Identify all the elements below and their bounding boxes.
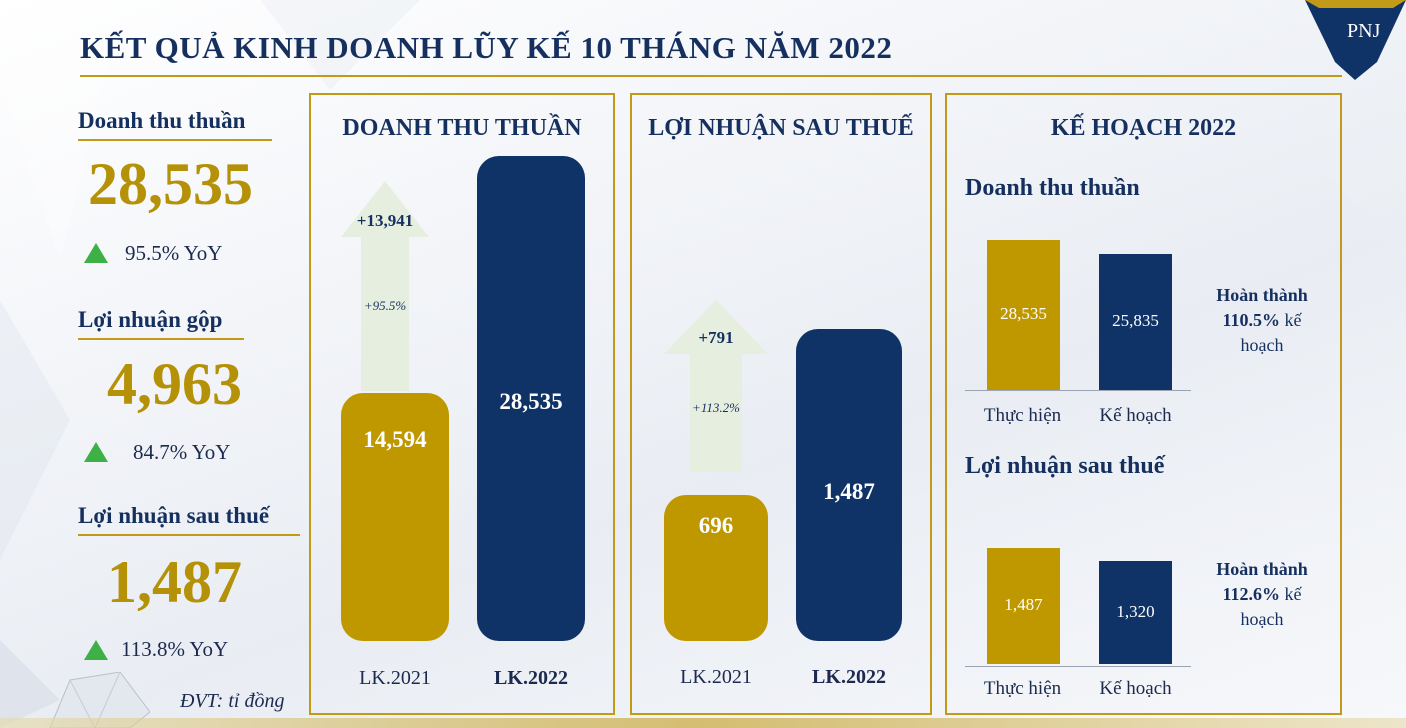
panel-net-profit: LỢI NHUẬN SAU THUẾ +791 +113.2% 696 1,48… (630, 93, 932, 715)
bar-value-label: 696 (698, 513, 734, 538)
kpi-underline (78, 534, 300, 536)
completion-rest: kế (1280, 584, 1302, 604)
x-label-lk2022: LK.2022 (494, 667, 568, 689)
panel-title-plan: KẾ HOẠCH 2022 (1050, 115, 1237, 141)
panel-title-revenue: DOANH THU THUẦN (342, 115, 582, 141)
bar-plan: 1,320 (1099, 561, 1172, 664)
bar-value-label: 1,487 (823, 479, 875, 504)
completion-line3: hoạch (1240, 335, 1284, 355)
completion-rest: kế (1280, 310, 1302, 330)
kpi-value-revenue: 28,535 (88, 151, 253, 217)
bar-plan: 25,835 (1099, 254, 1172, 390)
kpi-label-net-profit: Lợi nhuận sau thuế (78, 503, 270, 528)
x-label-plan: Kế hoạch (1099, 405, 1172, 426)
bar-value-label: 25,835 (1112, 311, 1159, 330)
bar-value-label: 1,487 (1004, 595, 1043, 614)
increase-value: +791 (698, 328, 734, 347)
up-arrow-icon (84, 243, 108, 263)
completion-note-net-profit: Hoàn thành 112.6% kế hoạch (1197, 557, 1327, 632)
page-title: KẾT QUẢ KINH DOANH LŨY KẾ 10 THÁNG NĂM 2… (80, 30, 893, 65)
bar-lk2021: 14,594 (341, 393, 449, 641)
x-label-plan: Kế hoạch (1099, 678, 1172, 699)
kpi-yoy-revenue: 95.5% YoY (125, 241, 223, 265)
completion-line1: Hoàn thành (1216, 559, 1308, 579)
bar-lk2022: 1,487 (796, 329, 902, 641)
pnj-logo-icon (1305, 0, 1406, 80)
increase-percent: +113.2% (692, 400, 740, 415)
bar-value-label: 14,594 (363, 427, 427, 452)
kpi-yoy-gross-profit: 84.7% YoY (133, 440, 231, 464)
x-label-lk2021: LK.2021 (359, 667, 431, 689)
bar-lk2021: 696 (664, 495, 768, 641)
panel-title-net-profit: LỢI NHUẬN SAU THUẾ (648, 115, 914, 141)
kpi-value-gross-profit: 4,963 (107, 351, 242, 417)
bar-value-label: 28,535 (1000, 304, 1047, 323)
increase-arrow (664, 300, 768, 472)
kpi-yoy-net-profit: 113.8% YoY (121, 637, 229, 661)
plan-subtitle-net-profit: Lợi nhuận sau thuế (965, 453, 1165, 479)
bar-actual: 1,487 (987, 548, 1060, 664)
increase-value: +13,941 (356, 211, 414, 230)
logo-text: PNJ (1347, 20, 1381, 42)
x-label-actual: Thực hiện (983, 405, 1062, 426)
x-label-lk2022: LK.2022 (812, 666, 886, 688)
bottom-gold-strip (0, 718, 1406, 728)
completion-line3: hoạch (1240, 609, 1284, 629)
unit-note: ĐVT: tỉ đồng (180, 690, 285, 712)
completion-line1: Hoàn thành (1216, 285, 1308, 305)
increase-percent: +95.5% (363, 298, 407, 313)
kpi-underline (78, 139, 272, 141)
kpi-underline (78, 338, 244, 340)
baseline (965, 666, 1191, 667)
completion-note-revenue: Hoàn thành 110.5% kế hoạch (1197, 283, 1327, 358)
kpi-value-net-profit: 1,487 (107, 549, 242, 615)
baseline (965, 390, 1191, 391)
kpi-label-revenue: Doanh thu thuần (78, 108, 246, 133)
bar-value-label: 28,535 (499, 389, 563, 414)
panel-plan-2022: KẾ HOẠCH 2022 Doanh thu thuần 28,535 25,… (945, 93, 1342, 715)
x-label-lk2021: LK.2021 (680, 666, 752, 688)
up-arrow-icon (84, 442, 108, 462)
increase-arrow (341, 181, 429, 391)
bar-actual: 28,535 (987, 240, 1060, 390)
up-arrow-icon (84, 640, 108, 660)
plan-subtitle-revenue: Doanh thu thuần (965, 175, 1140, 201)
completion-percent: 110.5% (1222, 310, 1280, 330)
title-underline (80, 75, 1342, 77)
kpi-label-gross-profit: Lợi nhuận gộp (78, 307, 223, 332)
bar-value-label: 1,320 (1116, 602, 1155, 621)
diamond-icon (49, 672, 150, 728)
completion-percent: 112.6% (1222, 584, 1280, 604)
bar-lk2022: 28,535 (477, 156, 585, 641)
x-label-actual: Thực hiện (983, 678, 1062, 699)
panel-revenue: DOANH THU THUẦN +13,941 +95.5% 14,594 28… (309, 93, 615, 715)
